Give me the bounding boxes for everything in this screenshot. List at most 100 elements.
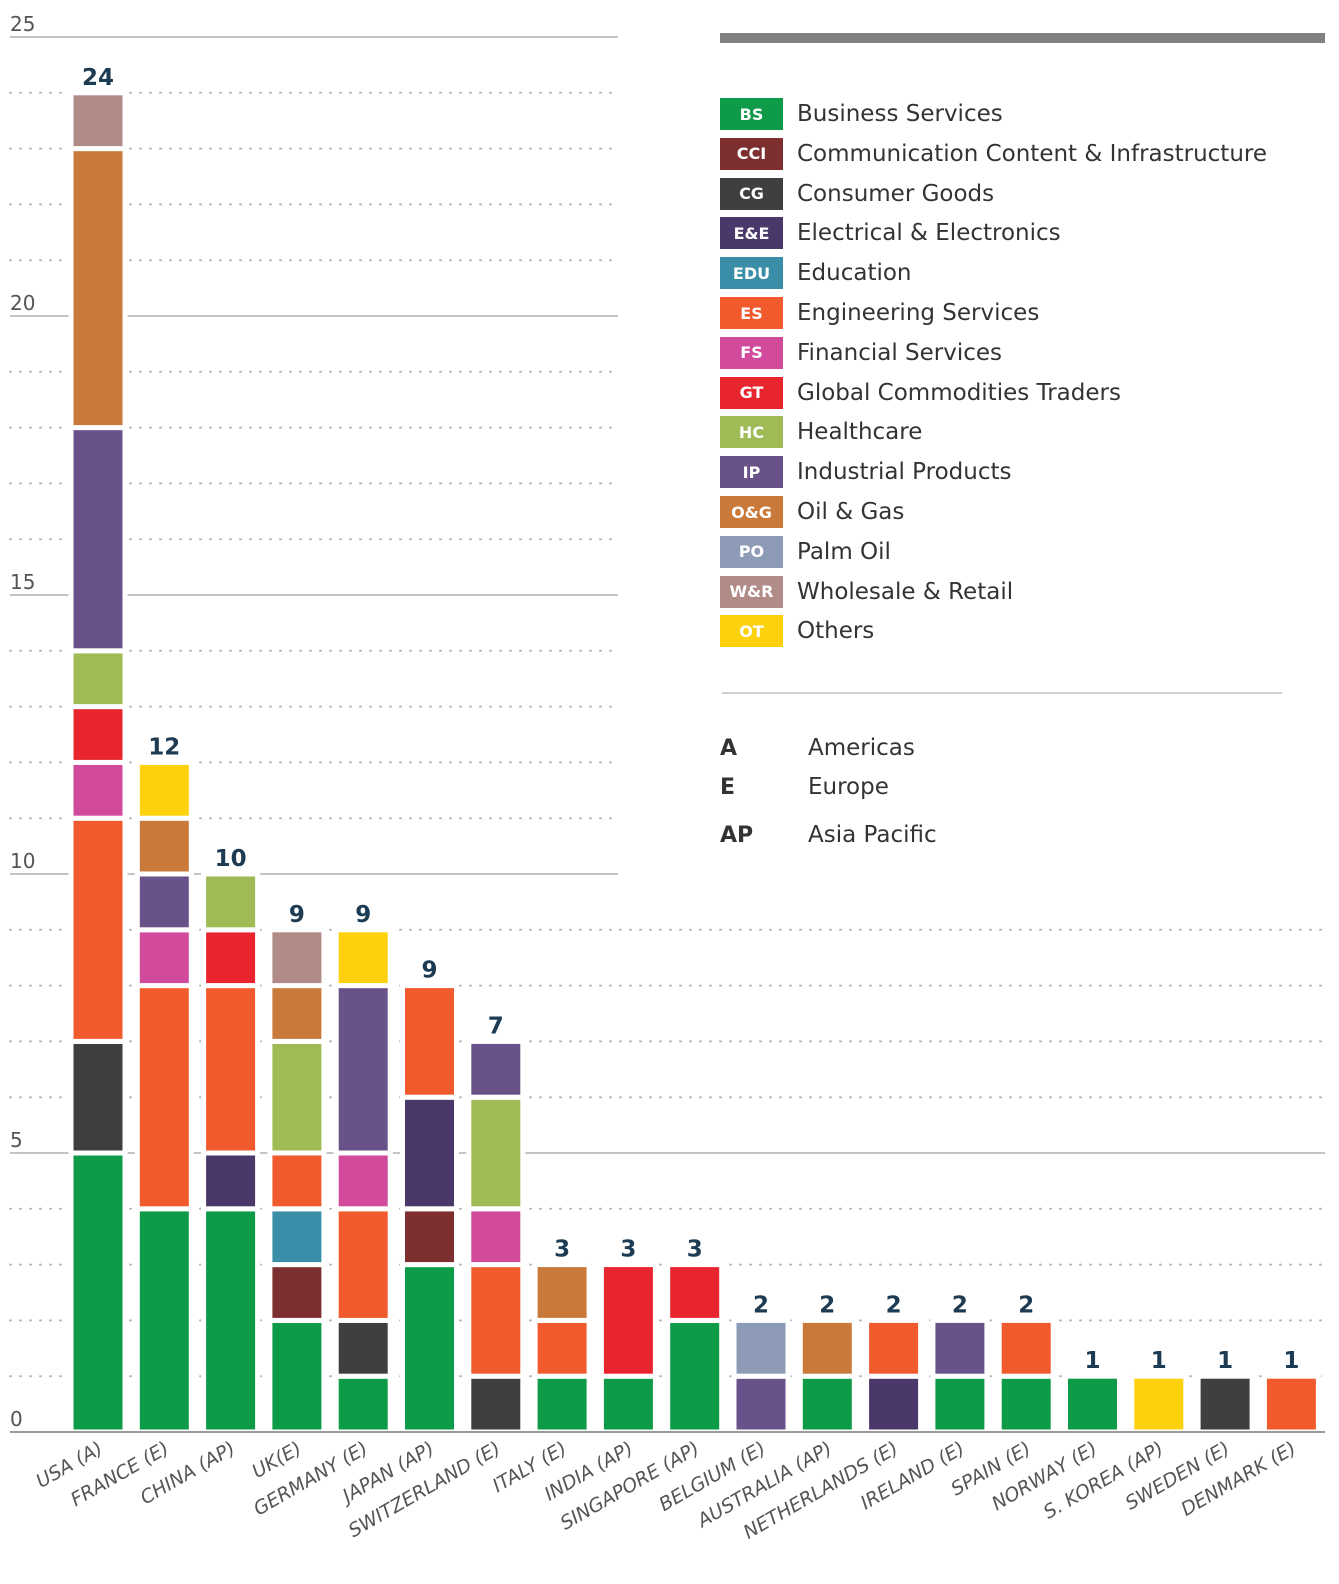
bar-segment-cci	[267, 1262, 327, 1323]
bar-segment-ip	[466, 1038, 526, 1100]
legend-item: HC Healthcare	[720, 416, 923, 449]
legend-divider	[722, 692, 1282, 694]
region-item: E Europe	[720, 772, 889, 802]
bar-segment-es	[134, 983, 194, 1212]
legend-swatch: CCI	[720, 137, 783, 170]
bar-total-label: 24	[82, 65, 114, 91]
region-code: A	[720, 735, 738, 761]
bar-segment-ot	[1129, 1373, 1189, 1435]
legend-label: Industrial Products	[797, 459, 1012, 486]
bar-segment-es	[532, 1317, 592, 1379]
legend-label: Financial Services	[797, 339, 1003, 366]
bar-segment-bs	[333, 1373, 393, 1435]
bar-total-label: 1	[1084, 1348, 1100, 1374]
legend-swatch: O&G	[720, 496, 783, 528]
legend-item: FS Financial Services	[720, 336, 1003, 369]
bar-segment-ip	[333, 983, 393, 1156]
bar-segment-bs	[68, 1150, 128, 1435]
bar-total-label: 9	[289, 902, 305, 928]
region-item: AP Asia Pacific	[720, 820, 937, 850]
region-name: Asia Pacific	[808, 822, 937, 848]
bar-total-label: 2	[952, 1292, 968, 1318]
legend-label: Global Commodities Traders	[797, 379, 1121, 406]
legend-swatch: GT	[720, 376, 783, 409]
bar-segment-bs	[930, 1373, 990, 1435]
bar-segment-es	[996, 1317, 1056, 1379]
legend-item: IP Industrial Products	[720, 456, 1012, 489]
legend-label: Engineering Services	[797, 300, 1040, 326]
bar-total-label: 3	[620, 1237, 636, 1263]
bar-total-label: 2	[753, 1292, 769, 1318]
bar-total-label: 9	[421, 958, 437, 984]
bar-segment-es	[68, 815, 128, 1044]
legend-item: CG Consumer Goods	[720, 177, 995, 210]
region-code: AP	[720, 822, 754, 848]
legend-label: Healthcare	[797, 419, 923, 446]
y-tick-label: 10	[10, 849, 35, 873]
bar-segment-ot	[134, 759, 194, 821]
y-tick-label: 0	[10, 1407, 23, 1431]
bar-segment-hc	[201, 871, 261, 933]
legend-item: EDU Education	[720, 257, 912, 290]
bar-segment-es	[466, 1262, 526, 1379]
bar-segment-edu	[267, 1206, 327, 1268]
bar-segment-ip	[930, 1317, 990, 1379]
bar-segment-fs	[68, 759, 128, 821]
bar-segment-po	[731, 1317, 791, 1379]
bar-segment-cg	[68, 1038, 128, 1156]
bar-total-label: 9	[355, 902, 371, 928]
bar-segment-cci	[400, 1206, 459, 1268]
bar-segment-bs	[665, 1317, 725, 1435]
y-tick-label: 20	[10, 291, 35, 315]
legend-item: E&E Electrical & Electronics	[720, 217, 1061, 250]
legend-swatch: BS	[720, 98, 783, 130]
bar-segment-es	[1261, 1373, 1321, 1435]
legend-label: Consumer Goods	[797, 180, 995, 207]
bar-segment-gt	[598, 1262, 658, 1379]
bar-segment-ee	[201, 1150, 261, 1212]
region-item: A Americas	[720, 733, 915, 763]
bar-segment-fs	[466, 1206, 526, 1268]
x-tick-label: DENMARK (E)	[1177, 1437, 1300, 1520]
legend-label: Palm Oil	[797, 538, 891, 565]
bar-segment-gt	[68, 704, 128, 765]
bar-segment-bs	[134, 1206, 194, 1435]
legend-label: Education	[797, 260, 912, 287]
bar-segment-og	[68, 146, 128, 431]
bar-total-label: 1	[1217, 1348, 1233, 1374]
bar-segment-hc	[466, 1094, 526, 1212]
bar-total-label: 2	[1018, 1292, 1034, 1318]
bar-segment-bs	[797, 1373, 857, 1435]
legend-label: Oil & Gas	[797, 499, 905, 525]
bar-segment-cg	[466, 1373, 526, 1435]
legend-swatch: E&E	[720, 217, 783, 250]
bar-segment-hc	[68, 648, 128, 710]
legend-item: GT Global Commodities Traders	[720, 376, 1121, 409]
legend-item: O&G Oil & Gas	[720, 496, 904, 528]
bar-total-label: 12	[148, 734, 180, 760]
legend-swatch: IP	[720, 456, 783, 489]
region-name: Americas	[808, 735, 915, 761]
bar-segment-bs	[400, 1262, 459, 1435]
bar-segment-ot	[333, 927, 393, 989]
legend-swatch: HC	[720, 416, 783, 449]
bar-segment-ip	[731, 1373, 791, 1435]
bar-segment-fs	[134, 927, 194, 989]
bar-segment-es	[201, 983, 261, 1156]
bar-segment-ip	[68, 425, 128, 654]
region-code: E	[720, 774, 736, 800]
legend-label: Others	[797, 618, 875, 645]
bar-segment-cg	[333, 1317, 393, 1379]
legend-item: ES Engineering Services	[720, 297, 1039, 329]
bar-segment-og	[134, 815, 194, 877]
bar-total-label: 2	[819, 1292, 835, 1318]
bar-segment-es	[400, 983, 459, 1100]
legend-label: Business Services	[797, 101, 1003, 127]
region-name: Europe	[808, 774, 889, 800]
bar-segment-bs	[598, 1373, 658, 1435]
y-tick-label: 15	[10, 570, 35, 594]
legend-label: Electrical & Electronics	[797, 220, 1061, 247]
legend-swatch: ES	[720, 297, 783, 329]
legend-item: W&R Wholesale & Retail	[720, 575, 1013, 608]
